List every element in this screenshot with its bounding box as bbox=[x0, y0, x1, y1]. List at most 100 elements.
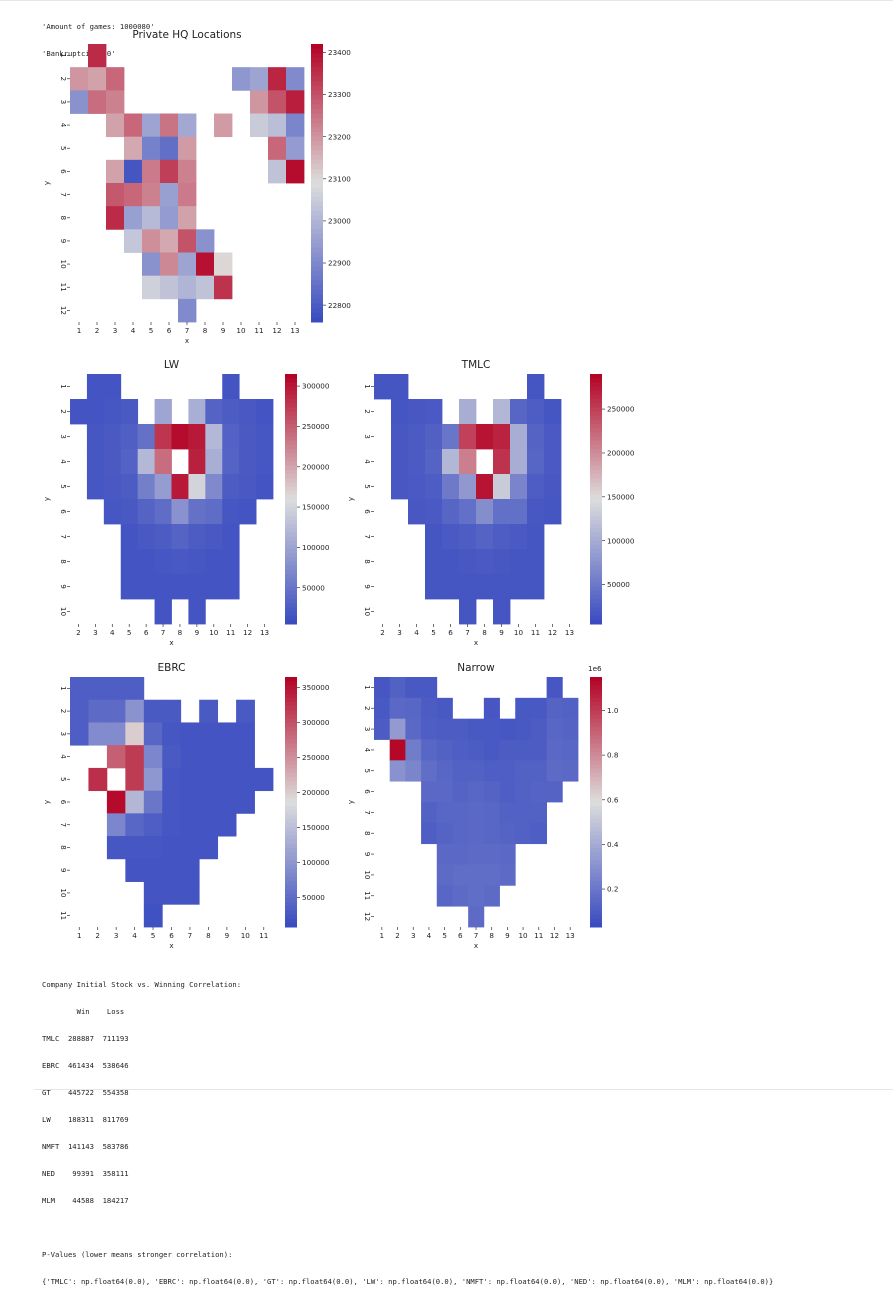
colorbar-segment bbox=[590, 756, 602, 761]
heatmap-cell bbox=[268, 136, 287, 161]
heatmap-cell bbox=[222, 524, 240, 550]
games-count-text: 'Amount of games: 1000080' bbox=[42, 22, 155, 31]
colorbar-segment bbox=[285, 411, 297, 417]
heatmap-cell bbox=[70, 677, 89, 701]
heatmap-cell bbox=[493, 549, 511, 575]
heatmap-cell bbox=[236, 790, 255, 814]
heatmap-cell bbox=[442, 449, 460, 475]
heatmap-cell bbox=[425, 449, 443, 475]
colorbar-segment bbox=[285, 918, 297, 924]
colorbar-segment bbox=[285, 856, 297, 861]
colorbar-segment bbox=[311, 271, 323, 277]
y-tick-label: 9 bbox=[59, 584, 68, 589]
colorbar-segment bbox=[285, 449, 297, 454]
colorbar-segment bbox=[285, 565, 297, 571]
heatmap-cell bbox=[178, 252, 197, 277]
heatmap-cell bbox=[125, 858, 145, 882]
heatmap-cell bbox=[124, 206, 143, 230]
colorbar-tick-label: 150000 bbox=[607, 492, 635, 501]
colorbar-segment bbox=[285, 528, 297, 533]
heatmap-cell bbox=[546, 760, 563, 782]
colorbar-tick-label: 23100 bbox=[328, 174, 351, 183]
y-tick-label: 4 bbox=[59, 123, 68, 128]
y-tick-label: 6 bbox=[363, 789, 372, 794]
x-tick-label: 12 bbox=[550, 931, 559, 940]
heatmap-cell bbox=[205, 449, 223, 475]
heatmap-cell bbox=[499, 739, 516, 761]
y-tick-label: 1 bbox=[59, 384, 68, 389]
colorbar-segment bbox=[311, 284, 323, 291]
heatmap-cell bbox=[222, 549, 240, 575]
heatmap-cell bbox=[436, 885, 453, 907]
heatmap-cell bbox=[239, 399, 257, 425]
y-tick-label: 8 bbox=[59, 559, 68, 564]
colorbar-segment bbox=[285, 752, 297, 757]
heatmap-cell bbox=[468, 906, 485, 928]
colorbar-segment bbox=[311, 85, 323, 91]
heatmap-cell bbox=[88, 699, 108, 723]
colorbar-segment bbox=[590, 710, 602, 715]
x-tick-label: 12 bbox=[272, 326, 281, 335]
heatmap-cell bbox=[143, 790, 163, 814]
colorbar-segment bbox=[311, 57, 323, 64]
heatmap-cell bbox=[483, 718, 500, 740]
heatmap-cell bbox=[137, 424, 155, 450]
colorbar-segment bbox=[285, 793, 297, 799]
colorbar-segment bbox=[285, 549, 297, 554]
colorbar-segment bbox=[285, 818, 297, 824]
heatmap-cell bbox=[222, 424, 240, 450]
colorbar-segment bbox=[311, 71, 323, 77]
colorbar-segment bbox=[285, 490, 297, 496]
colorbar-segment bbox=[285, 897, 297, 903]
heatmap-cell bbox=[162, 858, 182, 882]
y-tick-label: 1 bbox=[59, 686, 68, 691]
colorbar-segment bbox=[590, 785, 602, 790]
x-tick-label: 3 bbox=[397, 628, 402, 637]
x-tick-label: 1 bbox=[77, 931, 82, 940]
y-tick-label: 12 bbox=[59, 306, 68, 315]
colorbar-segment bbox=[311, 136, 323, 142]
colorbar-segment bbox=[590, 565, 602, 571]
colorbar-segment bbox=[590, 524, 602, 529]
colorbar-segment bbox=[311, 229, 323, 235]
colorbar-segment bbox=[285, 868, 297, 874]
colorbar-tick-label: 50000 bbox=[302, 893, 325, 902]
heatmap-cell bbox=[391, 474, 409, 500]
heatmap-cell bbox=[408, 449, 426, 475]
heatmap-cell bbox=[180, 722, 200, 746]
heatmap-cell bbox=[222, 574, 240, 600]
colorbar-segment bbox=[311, 206, 323, 212]
heatmap-cell bbox=[268, 90, 287, 114]
y-tick-label: 11 bbox=[363, 891, 372, 900]
colorbar-segment bbox=[590, 835, 602, 840]
heatmap-cell bbox=[199, 722, 219, 746]
heatmap-cell bbox=[510, 574, 528, 600]
colorbar-segment bbox=[285, 453, 297, 458]
colorbar-segment bbox=[590, 843, 602, 849]
heatmap-cell bbox=[160, 252, 179, 277]
colorbar-segment bbox=[590, 735, 602, 740]
colorbar-segment bbox=[285, 847, 297, 853]
colorbar-tick-label: 0.6 bbox=[607, 795, 619, 804]
colorbar-segment bbox=[285, 910, 297, 915]
colorbar-segment bbox=[590, 440, 602, 446]
correlation-row: LW 188311 811769 bbox=[42, 1115, 129, 1124]
heatmap-cell bbox=[515, 718, 532, 740]
colorbar-segment bbox=[285, 611, 297, 617]
heatmap-cell bbox=[421, 739, 438, 761]
colorbar-segment bbox=[590, 781, 602, 786]
y-tick-label: 6 bbox=[363, 509, 372, 514]
colorbar-segment bbox=[590, 760, 602, 765]
colorbar-segment bbox=[311, 150, 323, 156]
heatmap-cell bbox=[442, 549, 460, 575]
heatmap-2: LW2 3 4 5 6 7 8 9 10 11 12 13x12345678910y500001000… bbox=[42, 359, 330, 647]
colorbar-segment bbox=[285, 827, 297, 832]
y-tick-label: 3 bbox=[363, 434, 372, 439]
colorbar-tick-label: 250000 bbox=[302, 422, 330, 431]
colorbar-segment bbox=[285, 747, 297, 753]
colorbar-segment bbox=[285, 465, 297, 471]
heatmap-cell bbox=[515, 760, 532, 782]
colorbar-segment bbox=[590, 465, 602, 471]
x-tick-label: 3 bbox=[114, 931, 119, 940]
